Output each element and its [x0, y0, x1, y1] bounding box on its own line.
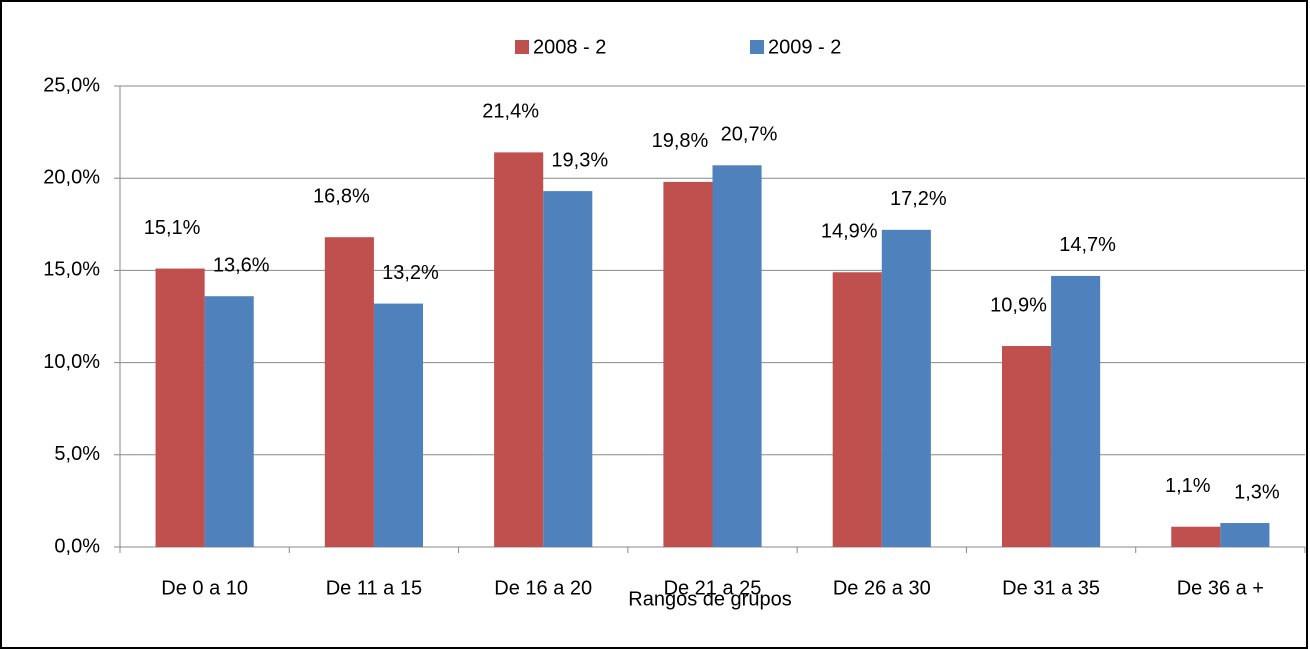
legend-swatch — [515, 40, 529, 54]
value-label: 19,3% — [551, 149, 608, 171]
y-tick-label: 20,0% — [43, 166, 100, 188]
y-tick-label: 5,0% — [54, 443, 100, 465]
x-tick-label: De 36 a + — [1177, 577, 1264, 599]
bar — [324, 237, 374, 547]
bar — [155, 268, 205, 547]
x-tick-label: De 16 a 20 — [494, 577, 592, 599]
bar — [494, 152, 544, 547]
x-tick-label: De 11 a 15 — [326, 577, 422, 599]
value-label: 19,8% — [652, 130, 709, 152]
value-label: 1,3% — [1234, 481, 1280, 503]
value-label: 13,2% — [382, 262, 439, 284]
bar — [663, 181, 713, 547]
legend-swatch — [750, 40, 764, 54]
x-tick-label: De 21 a 25 — [664, 577, 762, 599]
value-label: 1,1% — [1165, 475, 1211, 497]
value-label: 13,6% — [213, 254, 270, 276]
value-label: 14,7% — [1059, 234, 1116, 256]
y-tick-label: 15,0% — [43, 259, 100, 281]
bar — [881, 229, 931, 547]
y-tick-label: 10,0% — [43, 351, 100, 373]
bar — [1051, 275, 1101, 547]
value-label: 17,2% — [890, 188, 947, 210]
bar — [832, 272, 882, 547]
value-label: 10,9% — [990, 294, 1047, 316]
bar — [373, 303, 424, 547]
x-axis-title: Rangos de grupos — [628, 588, 791, 610]
bar — [712, 165, 762, 548]
bar — [543, 191, 593, 547]
value-label: 15,1% — [144, 217, 201, 239]
value-label: 21,4% — [482, 101, 539, 123]
legend-label: 2009 - 2 — [768, 36, 841, 58]
y-tick-label: 0,0% — [54, 535, 100, 557]
bar — [1220, 523, 1270, 547]
y-tick-label: 25,0% — [43, 74, 100, 96]
value-label: 16,8% — [313, 185, 370, 207]
bar — [1001, 346, 1052, 547]
legend-label: 2008 - 2 — [533, 36, 606, 58]
x-tick-label: De 0 a 10 — [161, 577, 248, 599]
value-label: 20,7% — [721, 124, 778, 146]
x-tick-label: De 26 a 30 — [833, 577, 931, 599]
value-label: 14,9% — [821, 221, 878, 243]
bar — [204, 296, 254, 547]
bar — [1171, 526, 1221, 547]
x-tick-label: De 31 a 35 — [1002, 577, 1100, 599]
